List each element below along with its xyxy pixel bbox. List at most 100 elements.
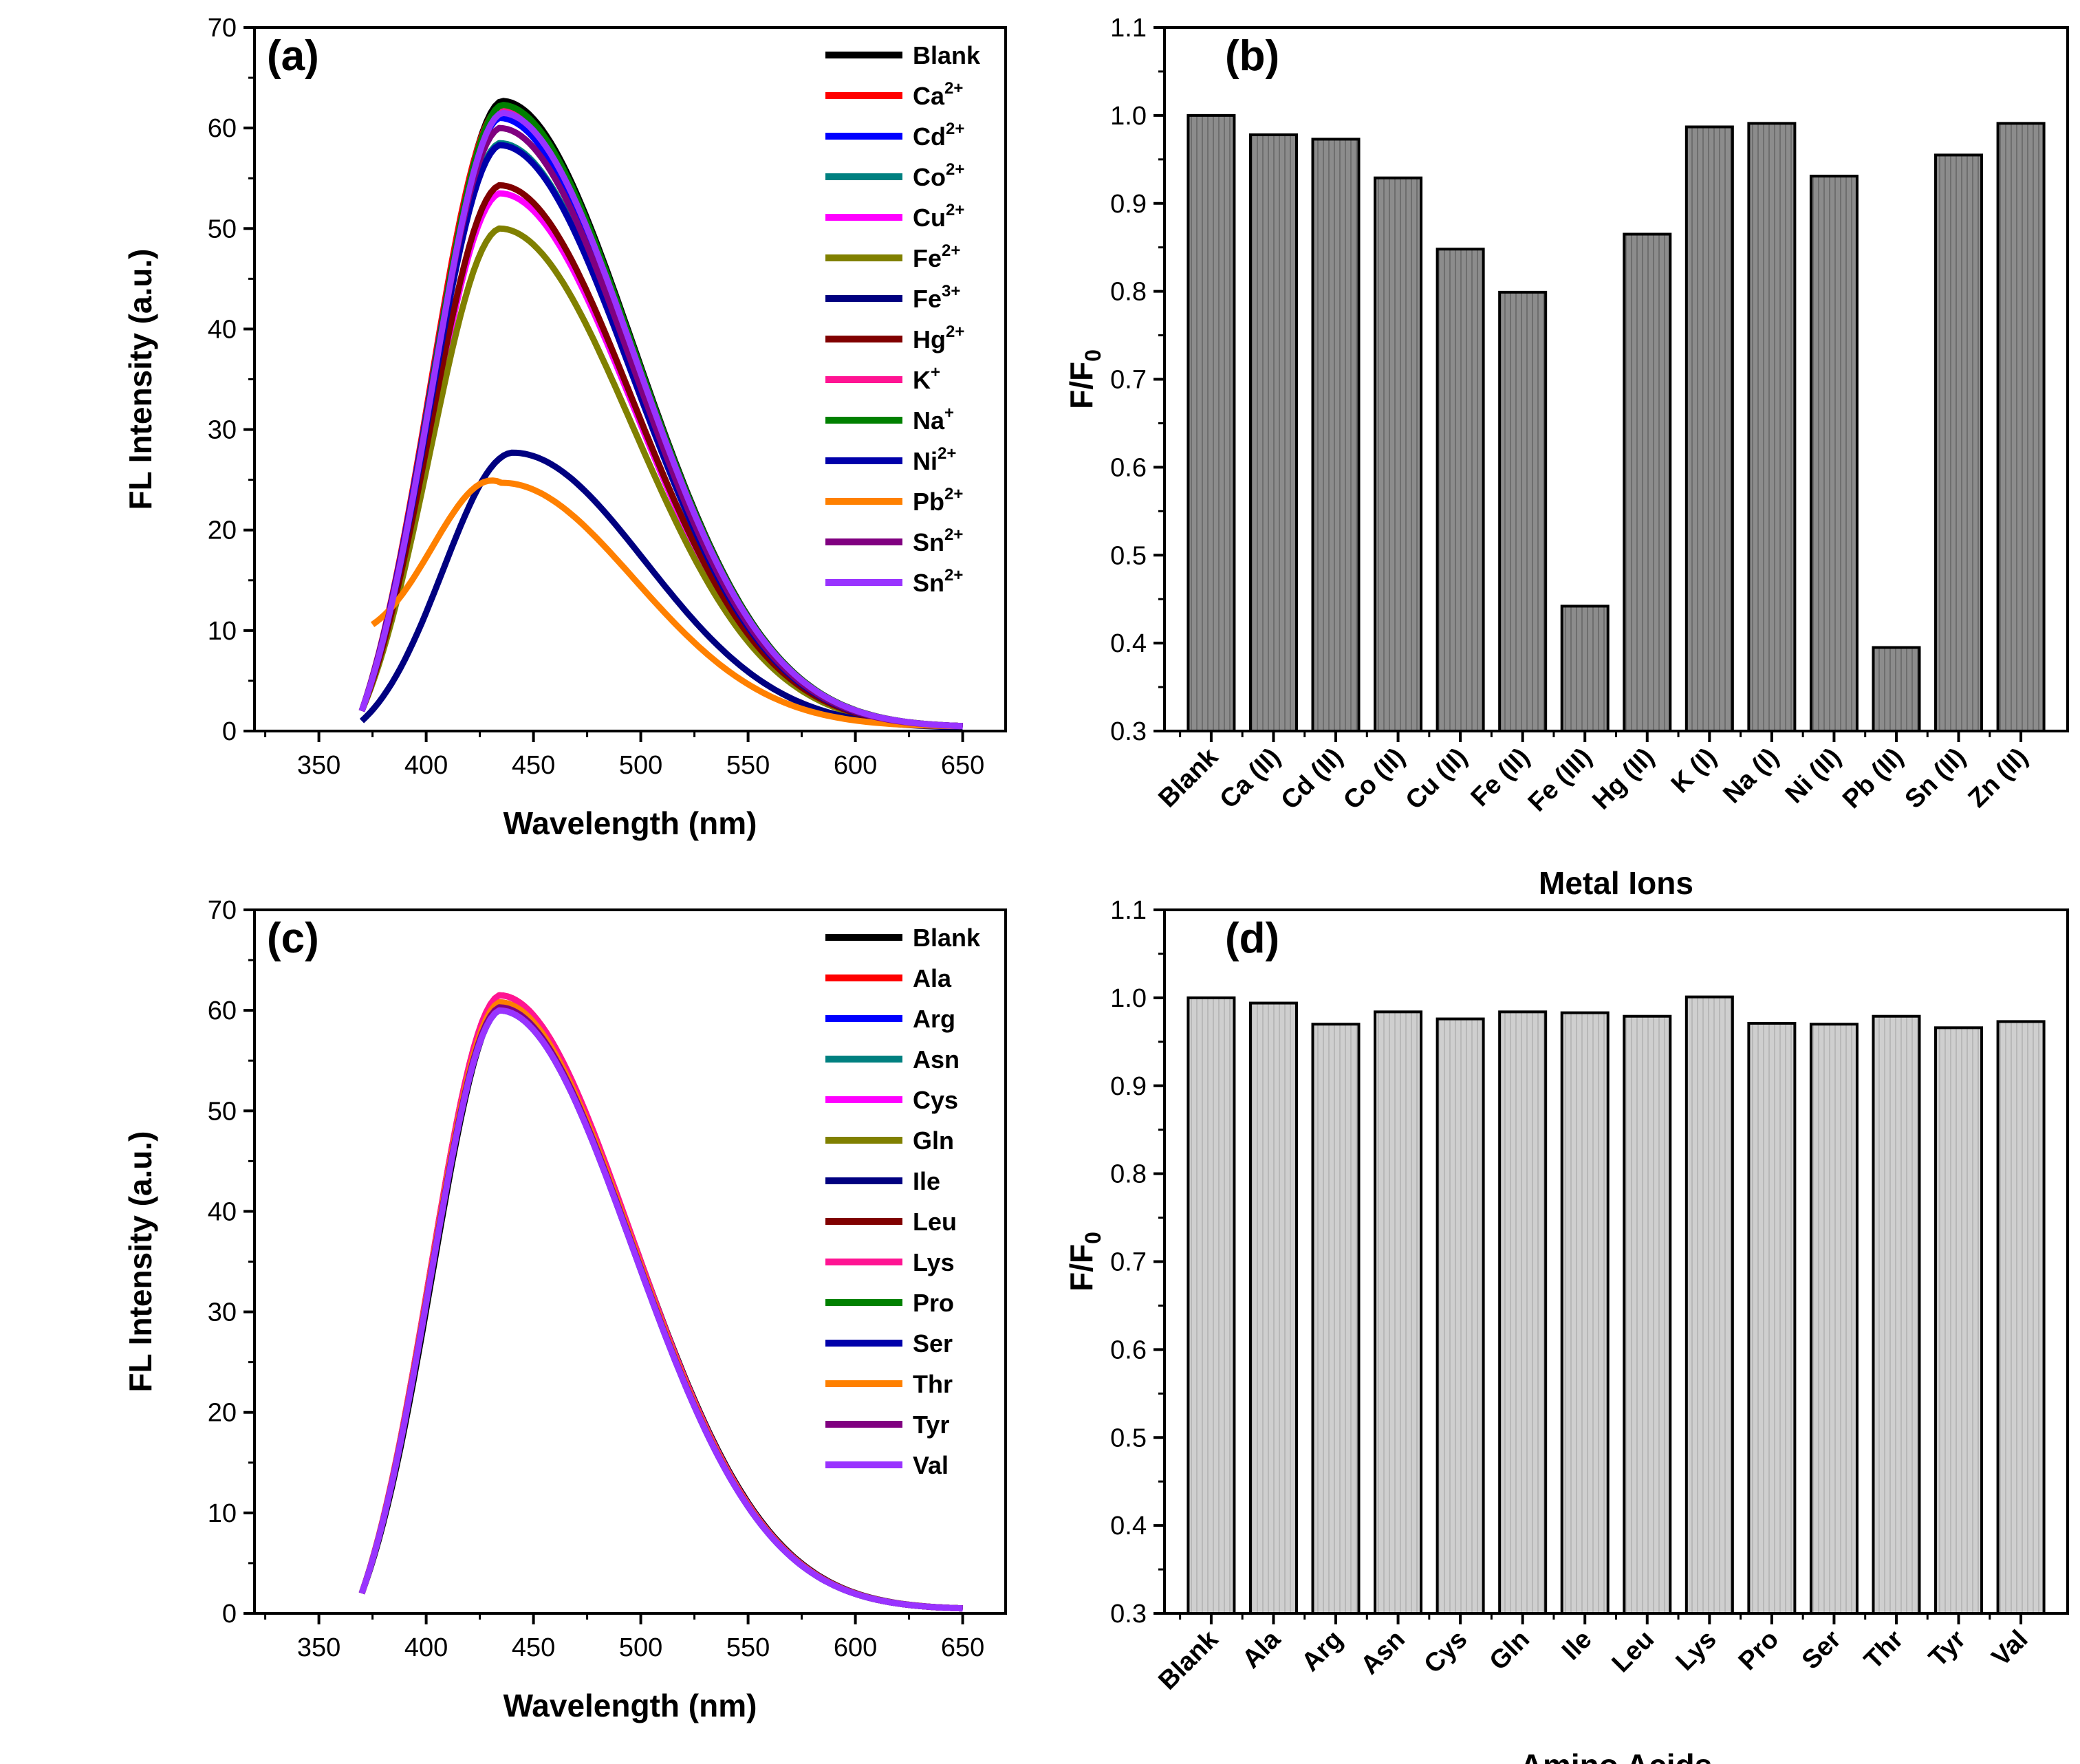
series-line-6	[358, 1002, 963, 1612]
category-label: Hg (II)	[1587, 743, 1660, 816]
x-tick-label: 400	[404, 1633, 448, 1662]
category-label: Blank	[1153, 742, 1224, 813]
x-axis-title: Wavelength (nm)	[503, 1688, 757, 1723]
legend-entry-2: Ala	[913, 964, 952, 992]
series-line-4	[358, 1002, 963, 1612]
category-label: Pb (II)	[1837, 743, 1909, 814]
bar-6	[1498, 1010, 1548, 1615]
legend-entry-7: Ile	[913, 1167, 940, 1195]
x-tick-label: 550	[726, 1633, 770, 1662]
category-label: Arg	[1296, 1625, 1348, 1677]
bar-7	[1560, 1011, 1610, 1615]
category-label: Zn (II)	[1963, 743, 2034, 814]
legend-entry-12: Pb2+	[913, 485, 963, 516]
y-tick-label: 30	[208, 416, 237, 445]
legend: Blank Ca2+ Cd2+ Co2+ Cu2+ Fe2+ Fe3+ Hg2+ K+ Na+ Ni…	[825, 41, 981, 597]
y-tick-label: 0.9	[1110, 190, 1147, 219]
bar-12	[1872, 646, 1921, 732]
x-tick-label: 650	[941, 1633, 984, 1662]
legend-entry-3: Cd2+	[913, 120, 964, 151]
y-tick-label: 0.8	[1110, 1160, 1147, 1189]
x-tick-label: 600	[834, 1633, 877, 1662]
y-tick-label: 0	[222, 1600, 237, 1629]
y-tick-label: 0.5	[1110, 541, 1147, 570]
bar-2	[1248, 133, 1298, 732]
legend-entry-1: Blank	[913, 41, 981, 69]
series-line-10	[358, 102, 963, 730]
x-tick-label: 600	[834, 751, 877, 780]
legend-entry-8: Leu	[913, 1208, 957, 1236]
y-tick-label: 0.7	[1110, 366, 1147, 395]
category-label: Ser	[1797, 1625, 1847, 1675]
legend-entry-6: Fe2+	[913, 241, 960, 272]
panel-tag: (b)	[1225, 32, 1279, 80]
panel-tag: (a)	[267, 32, 319, 80]
category-label: Ile	[1557, 1625, 1598, 1666]
y-tick-label: 1.1	[1110, 14, 1147, 43]
y-tick-label: 10	[208, 1499, 237, 1528]
y-tick-label: 10	[208, 617, 237, 646]
legend-entry-8: Hg2+	[913, 323, 964, 353]
legend-entry-13: Sn2+	[913, 525, 963, 556]
series-group	[358, 992, 963, 1612]
x-tick-label: 350	[297, 751, 340, 780]
bar-6	[1498, 290, 1548, 732]
y-tick-label: 20	[208, 1399, 237, 1428]
y-tick-label: 60	[208, 997, 237, 1025]
line-panel-1: 350 400 450 500 550 600 650 0 10 20 30 40 50 60 70 Wave…	[122, 14, 1007, 841]
category-label: Ni (II)	[1780, 743, 1847, 809]
bar-9	[1684, 995, 1734, 1615]
bar-10	[1747, 1021, 1797, 1615]
bar-5	[1436, 248, 1485, 732]
panel-tag: (d)	[1225, 915, 1279, 962]
category-label: Ca (II)	[1214, 743, 1286, 814]
bar-1	[1187, 113, 1236, 732]
panel-tag: (c)	[267, 915, 319, 962]
y-axis-title: F/F0	[1063, 1232, 1105, 1292]
category-label: Co (II)	[1338, 743, 1411, 816]
legend-entry-11: Ni2+	[913, 444, 956, 475]
bar-3	[1311, 1023, 1361, 1615]
y-tick-label: 30	[208, 1298, 237, 1327]
legend-entry-2: Ca2+	[913, 79, 963, 110]
x-tick-label: 450	[512, 751, 555, 780]
series-line-12	[370, 477, 961, 730]
series-line-1	[358, 98, 963, 730]
x-tick-label: 450	[512, 1633, 555, 1662]
category-label: Cys	[1418, 1625, 1473, 1679]
legend-entry-13: Tyr	[913, 1411, 949, 1439]
y-tick-label: 0.6	[1110, 1336, 1147, 1364]
category-label: Cd (II)	[1276, 743, 1349, 816]
category-label: Asn	[1355, 1625, 1410, 1680]
y-tick-label: 40	[208, 315, 237, 344]
bar-1	[1187, 996, 1236, 1615]
y-tick-label: 1.0	[1110, 984, 1147, 1013]
category-label: Thr	[1859, 1625, 1909, 1675]
y-tick-label: 0.3	[1110, 1600, 1147, 1629]
bar-4	[1374, 1010, 1423, 1615]
category-label: Blank	[1153, 1624, 1224, 1695]
series-line-1	[358, 1002, 963, 1612]
x-tick-label: 400	[404, 751, 448, 780]
y-tick-label: 0.9	[1110, 1072, 1147, 1101]
category-label: Cu (II)	[1400, 743, 1473, 816]
bar-10	[1747, 122, 1797, 733]
category-label: Na (I)	[1718, 743, 1784, 809]
plot-frame	[1163, 26, 2069, 732]
y-tick-label: 0.6	[1110, 453, 1147, 482]
bar-7	[1560, 605, 1610, 732]
bar-13	[1934, 1026, 1984, 1615]
y-tick-label: 0.5	[1110, 1424, 1147, 1452]
legend-entry-5: Cys	[913, 1086, 958, 1114]
x-tick-label: 550	[726, 751, 770, 780]
y-tick-label: 50	[208, 1097, 237, 1126]
bar-4	[1374, 176, 1423, 732]
bar-14	[1996, 122, 2046, 733]
y-tick-label: 0.8	[1110, 278, 1147, 307]
y-tick-label: 20	[208, 516, 237, 545]
y-axis-title: FL Intensity (a.u.)	[122, 1131, 158, 1393]
legend-entry-1: Blank	[913, 924, 981, 952]
bar-11	[1809, 1023, 1859, 1615]
